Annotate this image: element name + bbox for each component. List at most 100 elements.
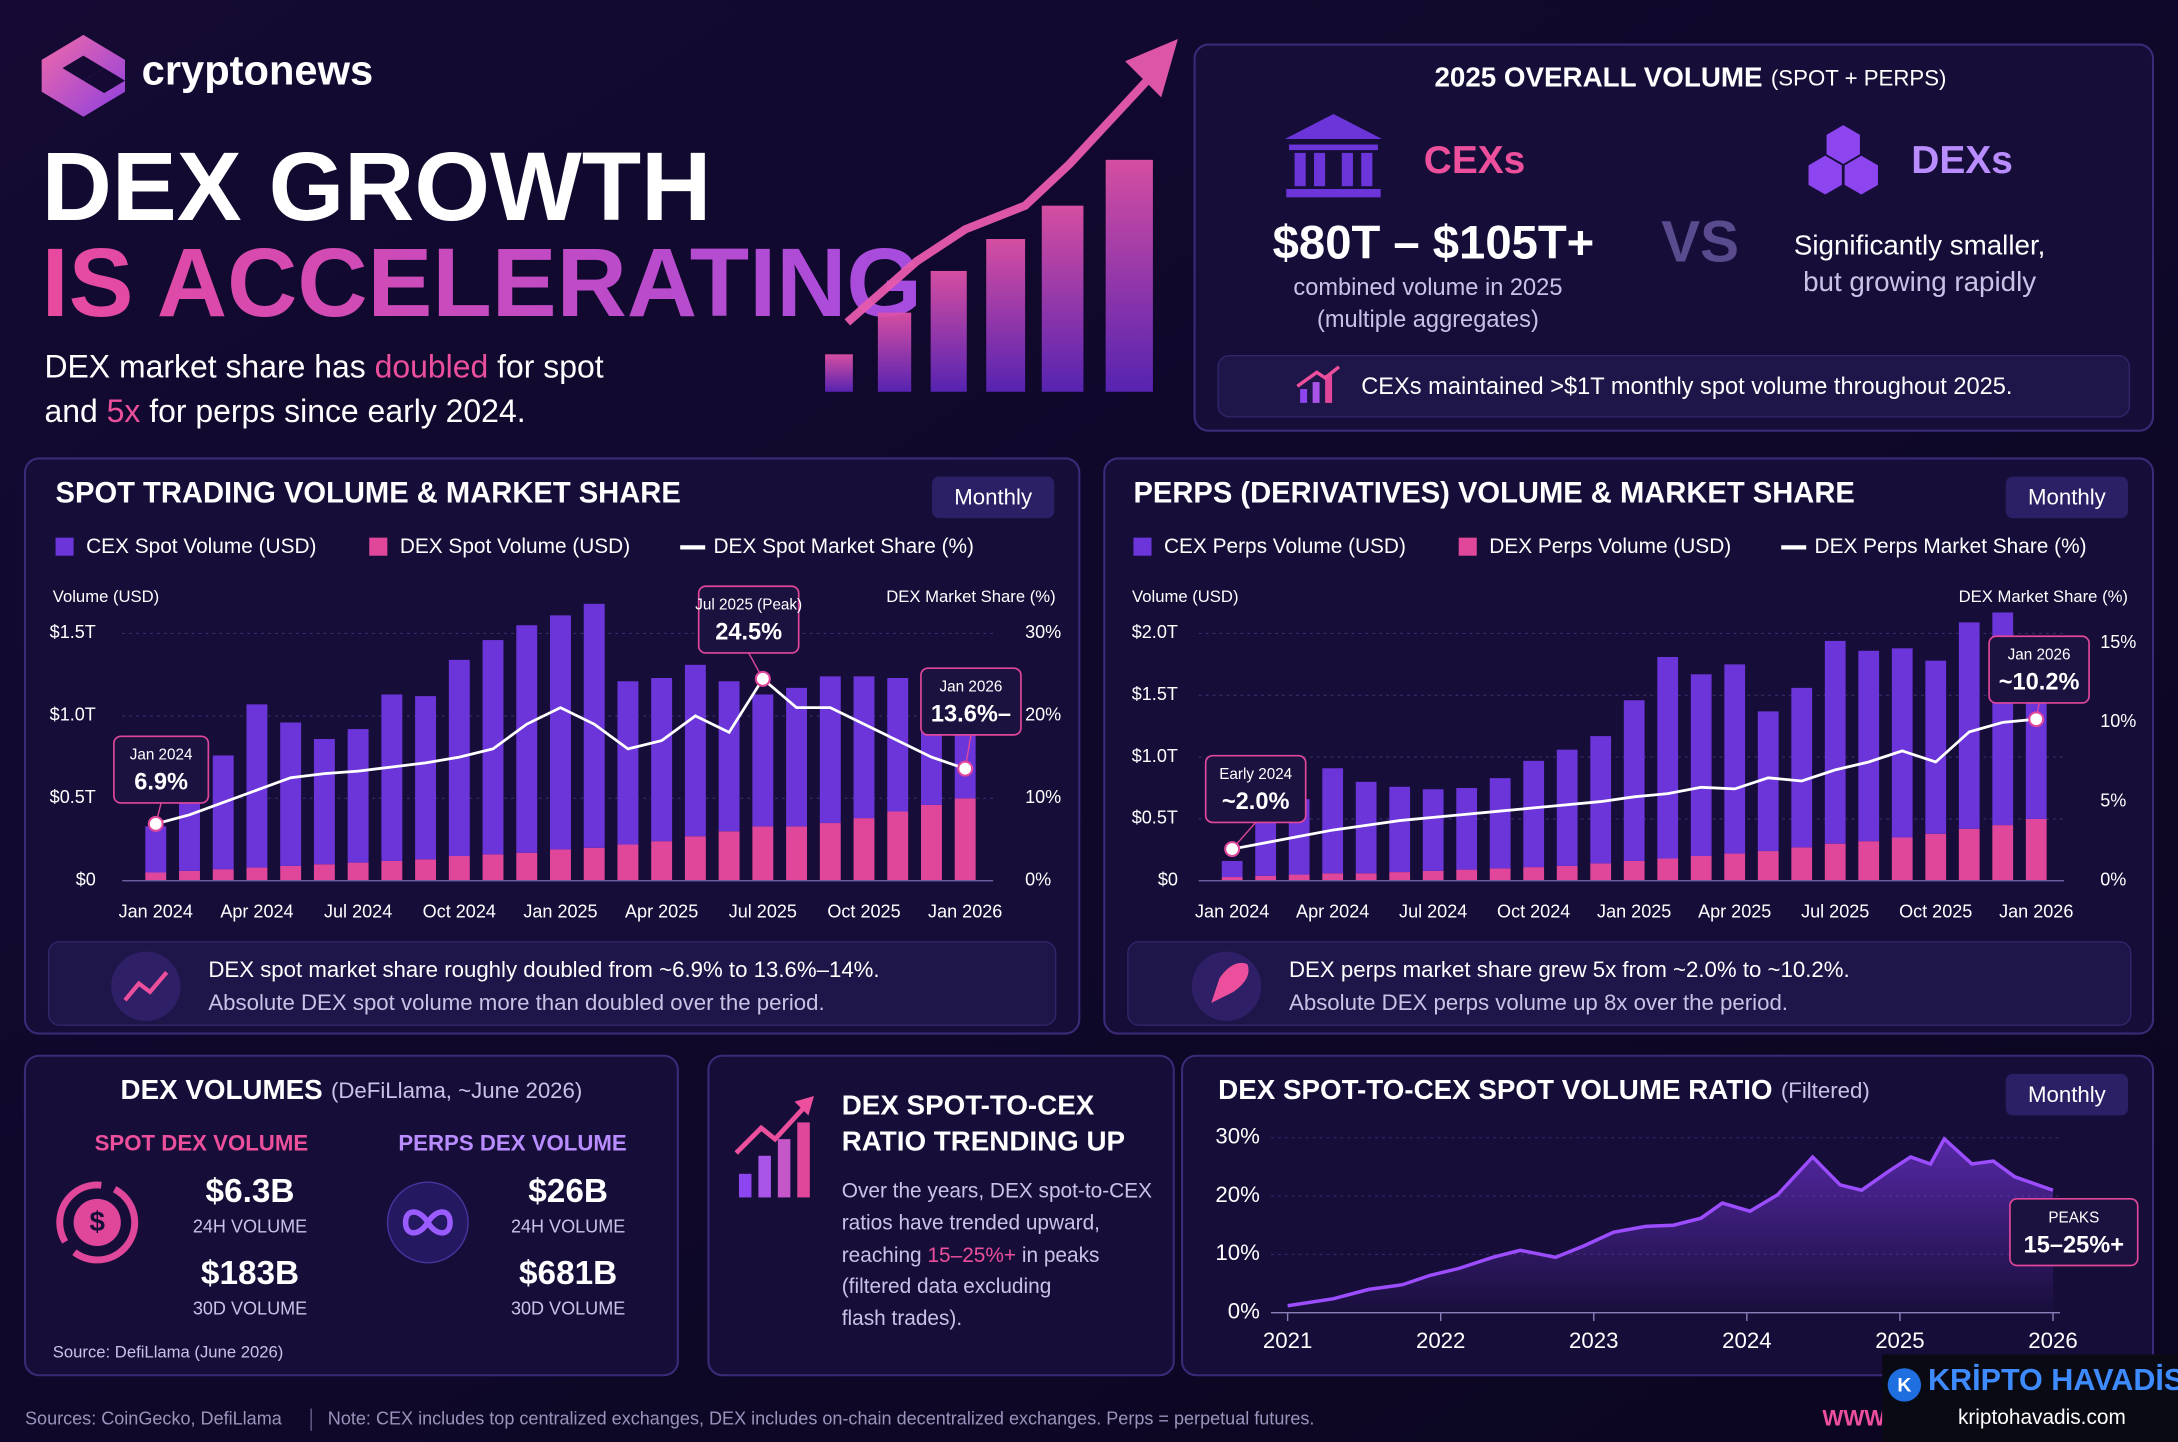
bar [1422,870,1444,881]
trend-body: Over the years, DEX spot-to-CEX [842,1179,1152,1202]
bar [1724,664,1746,854]
title-main: DEX SPOT-TO-CEX SPOT VOLUME RATIO [1218,1074,1772,1105]
title-line1: DEX GROWTH [42,132,712,241]
cex-note: (multiple aggregates) [1317,307,1539,333]
bar [684,836,706,881]
bar [1556,865,1578,881]
share-line [1231,717,2037,851]
bar [954,798,976,881]
annotation-box [2009,1197,2139,1267]
vs: VS [1661,209,1739,274]
x-tick-label: 2021 [1263,1328,1312,1353]
cex-value: $80T – $105T+ [1273,216,1595,269]
x-tick-label: Jul 2024 [324,901,392,921]
trend-icon [1296,365,1341,403]
bar [246,704,268,868]
growth-illustration [825,38,1178,392]
annotation-label: Jan 2024 [130,747,193,764]
bar [1221,860,1243,878]
legend-label: DEX Perps Market Share (%) [1815,535,2087,558]
bar [1590,863,1612,881]
bar [1757,711,1779,852]
y-tick-label: 20% [1215,1182,1259,1207]
bar [1255,875,1277,881]
annotation-label: Jan 2026 [940,679,1003,696]
watermark-brand: KRİPTO HAVADİS [1928,1363,2178,1397]
x-tick-label: Oct 2024 [1497,901,1570,921]
bar [179,870,200,881]
period-label[interactable]: Monthly [2028,485,2107,510]
volume-caption: 24H VOLUME [193,1217,307,1237]
trend-icon [734,1096,814,1198]
x-tick-label: Apr 2024 [220,901,293,921]
bar [853,818,875,881]
x-tick-label: Jan 2024 [1195,901,1269,921]
annotation-label: PEAKS [2048,1209,2099,1226]
period-button[interactable] [932,476,1055,519]
x-tick-label: 2022 [1416,1328,1465,1353]
summary-icon [123,971,169,1002]
ratio-line [1287,1136,2054,1308]
bar [1891,648,1913,838]
bar [1355,781,1377,874]
chart-title: SPOT TRADING VOLUME & MARKET SHARE [56,477,681,509]
period-button[interactable] [2005,476,2128,519]
footnote: CEXs maintained >$1T monthly spot volume… [1361,374,2012,400]
bar [583,847,605,881]
bar [752,694,774,827]
bar [1221,877,1243,881]
bar [550,849,571,881]
bar [1824,843,1846,881]
bar [516,852,538,881]
trend-panel [707,1054,1175,1377]
volume-value: $26B [528,1173,608,1210]
volume-value: $681B [519,1255,617,1292]
volume-label: SPOT DEX VOLUME [95,1131,309,1156]
annotation-label: Jan 2026 [2008,647,2071,664]
svg-text:$: $ [90,1206,106,1237]
y-tick-label: 30% [1215,1124,1259,1149]
volume-caption: 24H VOLUME [511,1217,625,1237]
bar [1757,851,1779,881]
y2-tick-label: 5% [2100,790,2126,810]
x-tick-label: Jan 2024 [119,901,193,921]
bar [280,865,302,881]
x-tick-label: Apr 2025 [625,901,698,921]
bar [1958,622,1980,829]
bar [1556,749,1578,866]
y2-tick-label: 10% [2100,711,2136,731]
bar [786,687,808,827]
summary: Absolute DEX spot volume more than doubl… [208,990,824,1015]
bar [448,856,470,881]
period-label[interactable]: Monthly [2028,1082,2107,1107]
bar [516,625,538,853]
bar [1992,825,2014,881]
bar [415,696,437,860]
annotation-label: Early 2024 [1219,766,1292,783]
legend-swatch [1458,537,1477,556]
bar [1389,872,1411,881]
bar [1355,873,1377,881]
bar [1322,768,1344,874]
annotation-value: 6.9% [134,770,188,796]
bar [482,854,504,881]
cex-note: combined volume in 2025 [1293,275,1562,301]
title-note: (Filtered) [1781,1078,1870,1103]
y-tick-label: 10% [1215,1240,1259,1265]
bar [1891,837,1913,881]
bar [212,755,234,870]
y2-axis-label: DEX Market Share (%) [886,587,1055,606]
period-label[interactable]: Monthly [954,485,1033,510]
bar [1389,786,1411,873]
bar [313,864,335,881]
share-line [155,676,966,826]
source: Source: DefiLlama (June 2026) [53,1342,284,1361]
period-button[interactable] [2005,1073,2128,1116]
footnote-box [1217,354,2131,418]
bar [280,722,302,866]
legend-swatch [369,537,388,556]
y2-tick-label: 20% [1025,705,1061,725]
dex-label: DEXs [1911,139,2013,182]
dex-note: but growing rapidly [1803,266,2036,297]
